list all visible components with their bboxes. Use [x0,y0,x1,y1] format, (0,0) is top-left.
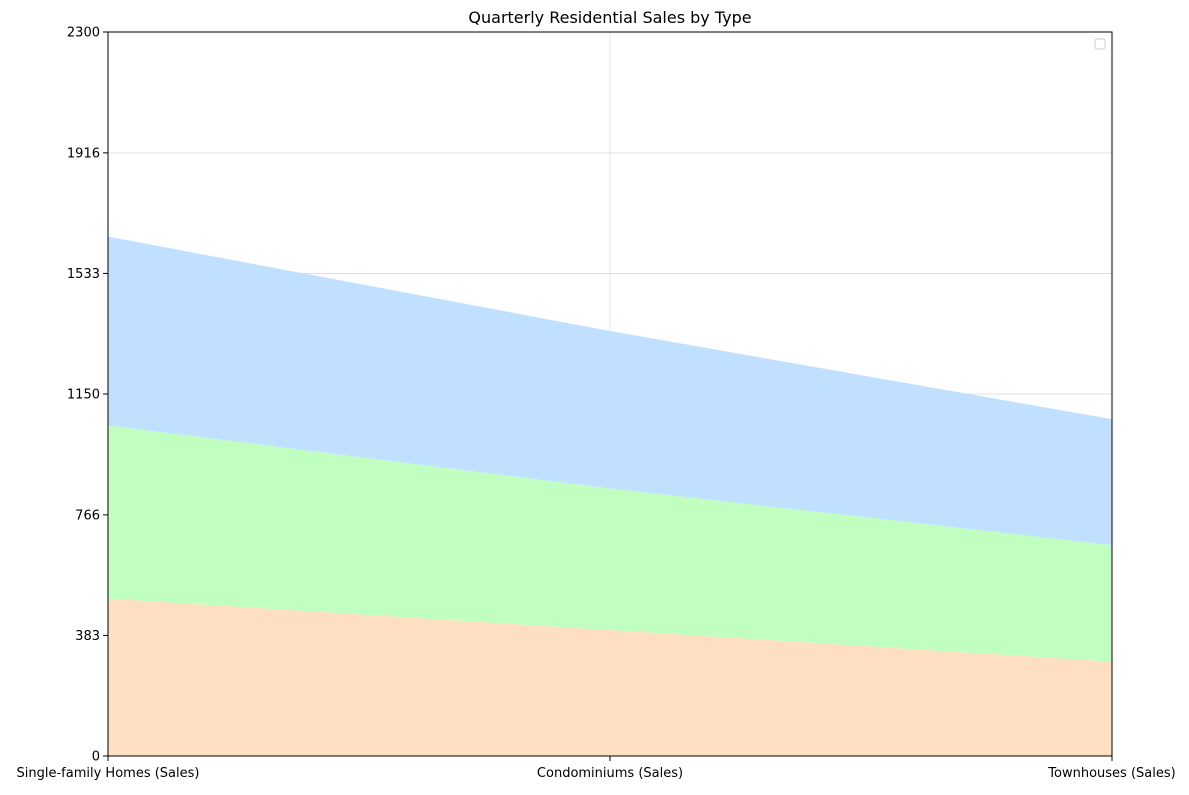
y-tick-label: 383 [75,629,100,644]
y-tick-label: 766 [75,508,100,523]
legend-box [1094,38,1106,50]
y-tick-label: 1150 [67,388,100,403]
area-series-3 [108,236,1112,546]
legend [1094,38,1106,50]
area-series-1 [108,598,1112,756]
area-series-group [108,236,1112,756]
x-tick-label: Single-family Homes (Sales) [17,766,200,781]
y-tick-label: 0 [92,750,100,765]
y-tick-label: 2300 [67,26,100,41]
x-tick-label: Townhouses (Sales) [1047,766,1175,781]
y-tick-label: 1533 [67,267,100,282]
axes: 0 383 766 1150 1533 1916 2300 Single-family Hom… [17,26,1176,782]
y-tick-label: 1916 [67,146,100,161]
x-tick-label: Condominiums (Sales) [537,766,683,781]
chart-title: Quarterly Residential Sales by Type [468,8,751,27]
area-series-2 [108,425,1112,662]
